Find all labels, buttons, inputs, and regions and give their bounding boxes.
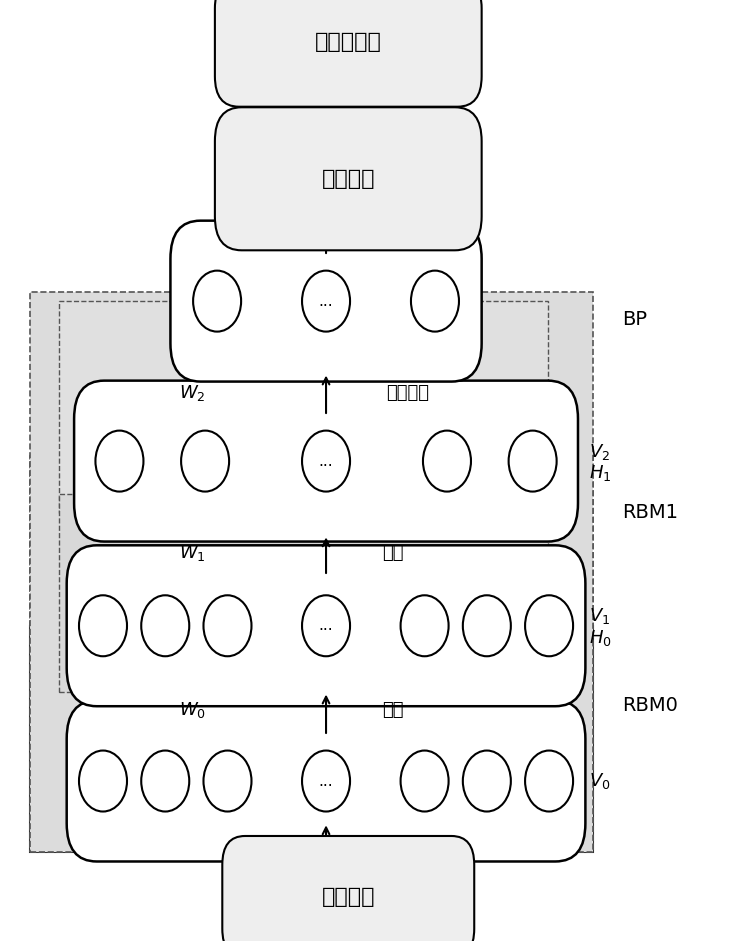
- Text: ...: ...: [319, 774, 333, 789]
- Circle shape: [142, 751, 189, 811]
- Circle shape: [204, 596, 251, 656]
- Circle shape: [302, 751, 350, 811]
- Text: $H_0$: $H_0$: [589, 628, 612, 648]
- Circle shape: [302, 431, 350, 491]
- Text: BP: BP: [622, 311, 648, 329]
- Text: ...: ...: [319, 454, 333, 469]
- Text: 输出数据: 输出数据: [322, 168, 375, 189]
- Circle shape: [193, 271, 241, 331]
- Text: 反向传播: 反向传播: [386, 384, 429, 403]
- Text: $W_1$: $W_1$: [179, 543, 206, 564]
- Circle shape: [525, 596, 573, 656]
- Text: $V_2$: $V_2$: [589, 441, 610, 462]
- Text: $W_0$: $W_0$: [179, 700, 206, 721]
- Bar: [30, 626, 593, 852]
- Text: 微调: 微调: [382, 544, 404, 563]
- Circle shape: [181, 431, 229, 491]
- FancyBboxPatch shape: [215, 0, 482, 106]
- Bar: [59, 494, 548, 692]
- Circle shape: [411, 271, 459, 331]
- Circle shape: [142, 596, 189, 656]
- Text: 输入数据: 输入数据: [322, 886, 375, 907]
- FancyBboxPatch shape: [170, 221, 482, 382]
- Circle shape: [96, 431, 144, 491]
- Text: ...: ...: [319, 618, 333, 633]
- Text: RBM1: RBM1: [622, 503, 679, 522]
- Circle shape: [79, 596, 127, 656]
- Text: $V_0$: $V_0$: [589, 771, 611, 791]
- Circle shape: [525, 751, 573, 811]
- Text: 带标签数据: 带标签数据: [315, 32, 382, 53]
- Circle shape: [463, 596, 511, 656]
- Text: 微调: 微调: [382, 701, 404, 720]
- Text: $W_2$: $W_2$: [179, 383, 206, 404]
- Circle shape: [401, 751, 448, 811]
- Circle shape: [204, 751, 251, 811]
- Bar: [59, 301, 548, 513]
- Circle shape: [79, 751, 127, 811]
- FancyBboxPatch shape: [67, 700, 585, 862]
- Text: RBM0: RBM0: [622, 696, 678, 715]
- FancyBboxPatch shape: [222, 836, 474, 941]
- Circle shape: [302, 271, 350, 331]
- Circle shape: [463, 751, 511, 811]
- Circle shape: [508, 431, 556, 491]
- Text: ...: ...: [319, 294, 333, 309]
- Bar: [30, 456, 593, 852]
- Text: $H_1$: $H_1$: [589, 463, 611, 484]
- FancyBboxPatch shape: [215, 107, 482, 250]
- FancyBboxPatch shape: [74, 381, 578, 541]
- Circle shape: [302, 596, 350, 656]
- Circle shape: [401, 596, 448, 656]
- Bar: [30, 292, 593, 852]
- Text: $V_1$: $V_1$: [589, 606, 611, 627]
- FancyBboxPatch shape: [67, 546, 585, 706]
- Circle shape: [423, 431, 471, 491]
